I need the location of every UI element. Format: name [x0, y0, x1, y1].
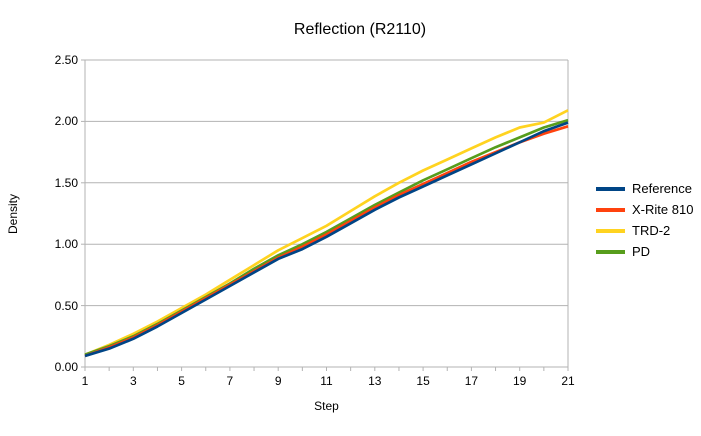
y-tick-label: 0.00 — [54, 360, 78, 374]
legend-item: X-Rite 810 — [596, 199, 693, 220]
y-tick-label: 0.50 — [54, 298, 78, 313]
x-tick-label: 9 — [274, 374, 282, 388]
x-axis-title: Step — [314, 399, 339, 413]
chart-title: Reflection (R2110) — [293, 21, 427, 38]
x-tick-label: 7 — [226, 374, 234, 388]
x-tick-label: 13 — [368, 374, 382, 388]
y-tick-label: 1.00 — [54, 237, 78, 252]
legend-label: PD — [632, 244, 651, 259]
y-tick-label: 1.50 — [54, 175, 78, 190]
legend-label: X-Rite 810 — [632, 202, 694, 217]
series-line-trd-2 — [84, 109, 569, 356]
legend-swatch — [596, 249, 625, 254]
x-tick-label: 1 — [81, 374, 89, 388]
legend-item: TRD-2 — [596, 220, 693, 241]
x-tick-label: 19 — [513, 374, 527, 388]
x-tick-label: 11 — [320, 374, 333, 388]
x-tick-label: 15 — [416, 374, 430, 388]
series-line-reference — [84, 121, 569, 358]
legend-item: PD — [596, 241, 693, 262]
x-tick-label: 3 — [129, 374, 137, 388]
y-tick-label: 2.00 — [54, 114, 78, 129]
y-axis-title: Density — [6, 194, 20, 235]
x-tick-label: 5 — [178, 374, 185, 388]
y-tick-label: 2.50 — [54, 53, 78, 67]
legend-label: Reference — [632, 181, 692, 196]
legend-swatch — [596, 207, 625, 212]
chart-legend: Reference X-Rite 810 TRD-2 PD — [596, 178, 693, 262]
legend-swatch — [596, 228, 625, 233]
x-tick-label: 17 — [464, 374, 479, 388]
x-tick-label: 21 — [561, 374, 575, 388]
legend-label: TRD-2 — [632, 223, 671, 238]
legend-swatch — [596, 186, 625, 191]
legend-item: Reference — [596, 178, 693, 199]
